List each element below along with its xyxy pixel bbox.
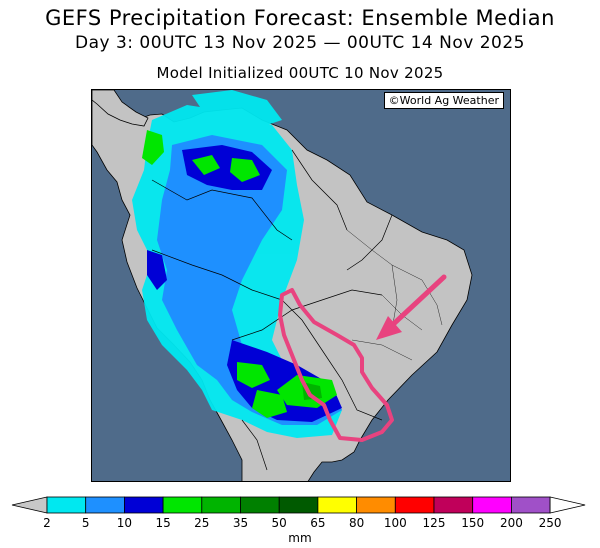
colorbar-segment [356, 496, 396, 514]
colorbar-segment [124, 496, 164, 514]
central-america [92, 90, 149, 127]
cb-label-10: 10 [116, 516, 133, 530]
colorbar-segment [240, 496, 280, 514]
precip-blue [157, 135, 342, 425]
map-svg [92, 90, 510, 481]
cb-label-25: 25 [194, 516, 210, 530]
cb-label-65: 65 [310, 516, 326, 530]
cb-label-200: 200 [499, 516, 523, 530]
credit-label: ©World Ag Weather [383, 92, 504, 109]
cb-label-5: 5 [81, 516, 90, 530]
colorbar-segment [472, 496, 512, 514]
state-borders [346, 229, 443, 361]
colorbar-segment [85, 496, 125, 514]
cb-label-50: 50 [271, 516, 287, 530]
colorbar-segment [46, 496, 87, 514]
colorbar-segment [278, 496, 319, 514]
colorbar [11, 496, 586, 514]
country-borders [151, 149, 393, 471]
cb-label-2: 2 [43, 516, 51, 530]
arrow [376, 274, 447, 340]
cb-label-80: 80 [348, 516, 365, 530]
chart-title: GEFS Precipitation Forecast: Ensemble Me… [45, 6, 555, 30]
colorbar-units: mm [288, 531, 312, 545]
cb-label-100: 100 [383, 516, 407, 530]
precipitation-map: ©World Ag Weather [91, 89, 511, 482]
colorbar-segment [201, 496, 241, 514]
colorbar-segment [394, 496, 435, 514]
colorbar-segment [433, 496, 474, 514]
cb-label-250: 250 [538, 516, 562, 530]
colorbar-under-triangle [11, 496, 48, 514]
cb-label-35: 35 [232, 516, 249, 530]
colorbar-labels: 2 5 10 15 25 35 50 65 80 100 125 150 200… [0, 516, 600, 530]
cb-label-125: 125 [422, 516, 446, 530]
colorbar-segment [510, 496, 551, 514]
highlight-outline [278, 288, 394, 442]
colorbar-segment [317, 496, 357, 514]
colorbar-over-triangle [549, 496, 586, 514]
forecast-period: Day 3: 00UTC 13 Nov 2025 — 00UTC 14 Nov … [75, 33, 525, 53]
cb-label-15: 15 [155, 516, 171, 530]
cb-label-150: 150 [461, 516, 485, 530]
colorbar-segment [162, 496, 203, 514]
model-init-time: Model Initialized 00UTC 10 Nov 2025 [156, 64, 444, 82]
